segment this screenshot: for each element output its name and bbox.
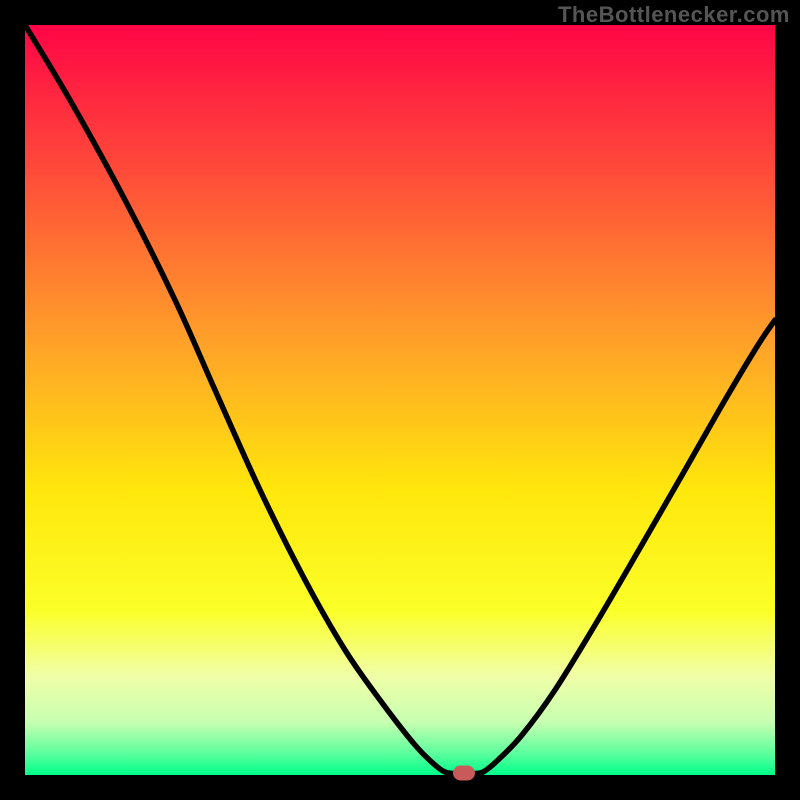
- plot-area: [25, 25, 775, 775]
- optimal-point-marker: [453, 766, 475, 781]
- attribution-label: TheBottlenecker.com: [558, 2, 790, 28]
- bottleneck-curve: [25, 25, 775, 775]
- chart-stage: { "canvas": { "width": 800, "height": 80…: [0, 0, 800, 800]
